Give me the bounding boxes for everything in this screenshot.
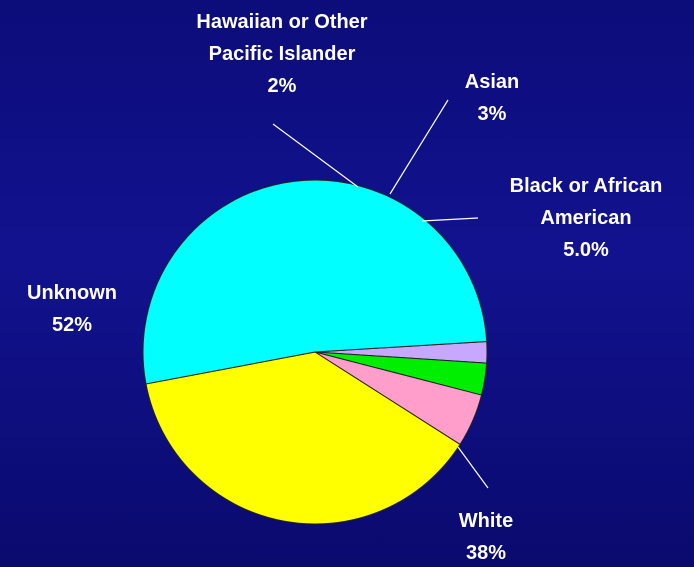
data-label-line: 5.0%: [563, 239, 609, 261]
data-label-line: Black or African: [510, 175, 663, 197]
data-label-line: American: [540, 207, 631, 229]
data-label-black-or-african-american: Black or African American 5.0%: [510, 175, 663, 261]
data-label-line: White: [459, 510, 513, 532]
pie-slice-unknown: [142, 179, 488, 385]
data-label-unknown: Unknown 52%: [27, 282, 117, 336]
data-label-line: 52%: [52, 314, 92, 336]
data-label-line: Hawaiian or Other: [196, 11, 367, 33]
slice-labels: Hawaiian or Other Pacific Islander 2% Asian…: [27, 11, 662, 564]
data-label-line: 2%: [268, 75, 297, 97]
leader-line-asian: [389, 99, 449, 195]
data-label-white: White 38%: [459, 510, 513, 564]
leader-line-black-or-african-american: [421, 217, 479, 222]
data-label-line: Asian: [465, 71, 519, 93]
data-label-asian: Asian 3%: [465, 71, 519, 125]
leader-line-white: [457, 446, 489, 489]
data-label-line: Pacific Islander: [209, 43, 356, 65]
pie-slices: [142, 179, 488, 525]
data-label-line: Unknown: [27, 282, 117, 304]
leader-line-hawaiian-or-other-pacific-islander: [272, 123, 359, 188]
data-label-hawaiian-or-other-pacific-islander: Hawaiian or Other Pacific Islander 2%: [196, 11, 367, 97]
data-label-line: 3%: [478, 103, 507, 125]
leader-lines: [272, 99, 489, 489]
data-label-line: 38%: [466, 542, 506, 564]
pie-slice-white: [145, 351, 461, 525]
